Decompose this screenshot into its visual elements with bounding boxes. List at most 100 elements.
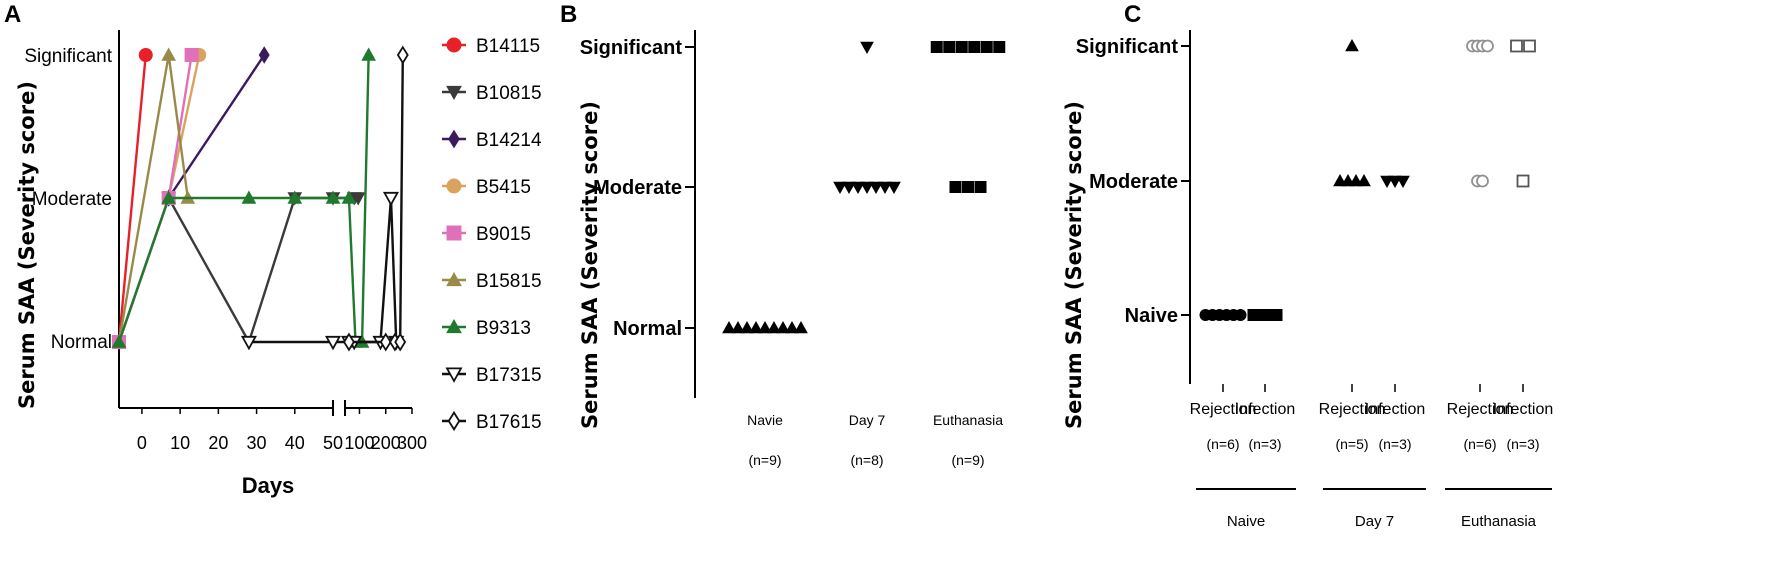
panel-a-xaxis — [119, 400, 412, 416]
panel-a-xtick-label: 30 — [247, 433, 267, 453]
legend-marker — [447, 410, 461, 432]
panel-a-xtick-label: 300 — [397, 433, 427, 453]
panel-b-group — [833, 181, 901, 195]
panel-c-group — [1345, 38, 1359, 52]
panel-a-xtick-label: 50 — [323, 433, 343, 453]
panel-b-data-point — [842, 181, 856, 195]
panel-c-group — [1516, 174, 1530, 188]
legend-label: B9015 — [476, 224, 531, 245]
panel-a-ytick-moderate: Moderate — [32, 189, 112, 210]
panel-c-category-n: (n=6) — [1206, 436, 1239, 452]
panel-c-data-point — [1516, 174, 1530, 188]
panel-b-data-point — [740, 320, 754, 334]
panel-a: A Serum SAA (Severity score) Significant… — [4, 1, 542, 498]
data-point — [379, 332, 392, 352]
panel-c-group-label: Naive — [1227, 513, 1265, 530]
panel-b-category-label: Day 7 — [849, 412, 886, 428]
panel-c-group — [1247, 309, 1283, 321]
legend-marker — [445, 367, 463, 383]
panel-b-data-point — [962, 181, 974, 193]
panel-c-category-n: (n=3) — [1506, 436, 1539, 452]
legend-label: B17315 — [476, 365, 542, 386]
panel-b-group — [930, 41, 1006, 53]
panel-c-data-point — [1234, 309, 1247, 321]
legend-item-B14115: B14115 — [442, 36, 540, 57]
panel-c-group — [1333, 173, 1371, 187]
panel-b-data-point — [758, 320, 772, 334]
panel-a-xtick-label: 20 — [208, 433, 228, 453]
panel-letter-b: B — [560, 1, 577, 28]
panel-b-data-point — [860, 41, 874, 55]
panel-b-data-point — [833, 181, 847, 195]
panel-c-ytick-label: Moderate — [1089, 171, 1178, 193]
panel-b-data-point — [869, 181, 883, 195]
panel-c-category-n: (n=5) — [1335, 436, 1368, 452]
panel-c-category-label: Infection — [1365, 401, 1425, 418]
data-point — [138, 48, 153, 62]
legend-item-B5415: B5415 — [442, 177, 531, 198]
panel-a-xtick-label: 40 — [285, 433, 305, 453]
data-point — [161, 47, 177, 61]
panel-c-category-n: (n=6) — [1463, 436, 1496, 452]
panel-b-data-point — [968, 41, 981, 53]
panel-a-xtick-label: 200 — [371, 433, 401, 453]
data-point — [343, 332, 355, 352]
panel-c-group-label: Euthanasia — [1461, 513, 1537, 530]
panel-b-yticks: Normal Moderate Significant — [580, 37, 695, 340]
panel-a-xlabel: Days — [242, 473, 295, 498]
panel-b-category-n: (n=8) — [850, 452, 883, 468]
data-point — [325, 190, 341, 204]
panel-b-category-label: Euthanasia — [933, 412, 1003, 428]
panel-a-xtick-label: 0 — [137, 433, 147, 453]
panel-c-data-point — [1481, 39, 1494, 53]
panel-c-data-point — [1476, 174, 1489, 188]
panel-b-ytick-label: Significant — [580, 37, 683, 59]
data-point — [396, 45, 409, 65]
legend-label: B10815 — [476, 83, 542, 104]
data-point — [161, 190, 177, 204]
legend-label: B15815 — [476, 271, 542, 292]
series-B9313 — [111, 47, 376, 348]
panel-b-category-n: (n=9) — [951, 452, 984, 468]
legend-item-B9313: B9313 — [442, 318, 531, 339]
legend-marker — [446, 271, 462, 287]
legend-item-B10815: B10815 — [442, 83, 542, 104]
panel-b-data-point — [785, 320, 799, 334]
data-point — [341, 190, 357, 204]
panel-a-ytick-significant: Significant — [24, 46, 112, 67]
data-point — [111, 334, 127, 348]
panel-c-category-n: (n=3) — [1248, 436, 1281, 452]
legend-label: B14115 — [476, 36, 540, 57]
series-line — [117, 54, 147, 343]
panel-b-category-label: Navie — [747, 412, 783, 428]
panel-c-group — [1466, 39, 1494, 53]
panel-c-category-label: Rejection — [1190, 401, 1257, 418]
data-point — [258, 46, 270, 64]
panel-c-category-label: Infection — [1235, 401, 1295, 418]
panel-b-plot — [722, 41, 1006, 334]
series-B17315 — [240, 191, 405, 351]
panel-c-data-point — [1247, 309, 1260, 321]
panel-c-data-point — [1396, 175, 1410, 189]
panel-b-data-point — [749, 320, 763, 334]
panel-c-plot — [1199, 38, 1536, 321]
panel-b-category-n: (n=9) — [748, 452, 781, 468]
panel-b-data-point — [887, 181, 901, 195]
panel-b-categories: Navie (n=9) Day 7 (n=8) Euthanasia (n=9) — [747, 412, 1003, 468]
panel-c-group — [1510, 39, 1536, 53]
panel-a-plot — [111, 45, 409, 352]
panel-c-category-n: (n=3) — [1378, 436, 1411, 452]
panel-c-ylabel: Serum SAA (Severity score) — [1062, 101, 1086, 429]
legend-item-B17315: B17315 — [442, 365, 542, 386]
panel-c-category-label: Rejection — [1447, 401, 1514, 418]
panel-b-ytick-label: Normal — [613, 318, 682, 340]
legend-label: B14214 — [476, 130, 542, 151]
panel-c-group — [1199, 309, 1247, 321]
data-point — [240, 335, 257, 351]
series-B17615 — [343, 45, 409, 352]
series-B10815 — [111, 192, 366, 350]
panel-c-ytick-label: Naive — [1125, 305, 1178, 327]
legend-item-B14214: B14214 — [442, 129, 542, 151]
